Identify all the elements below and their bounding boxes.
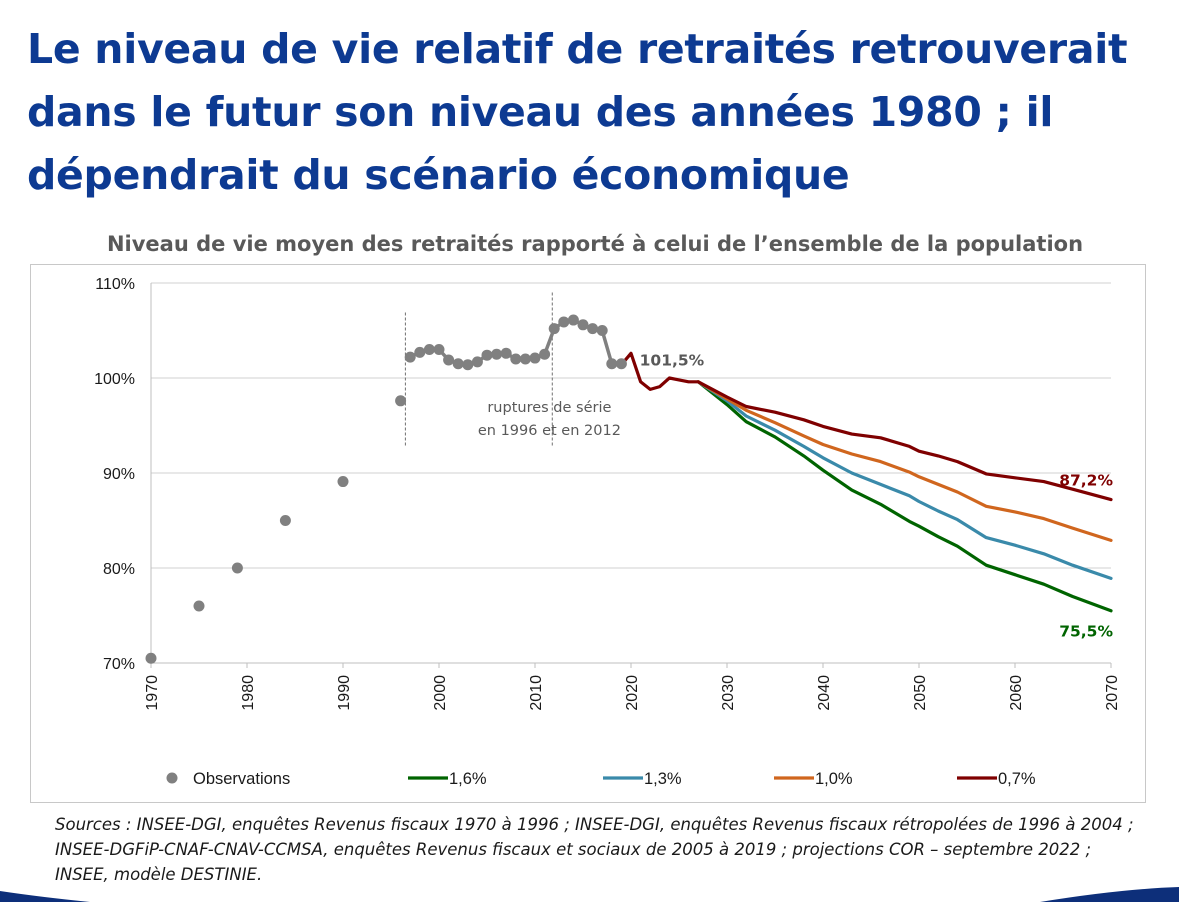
legend-label-1,3%: 1,3% [644,770,682,788]
observation-points [145,314,627,664]
observation-point [423,344,435,355]
observation-point [337,476,349,488]
x-tick-label: 2030 [720,675,737,711]
observation-point [404,351,416,363]
observation-point [606,358,618,370]
chart-title: Niveau de vie moyen des retraités rappor… [106,232,1084,256]
y-tick-label: 100% [94,371,135,388]
observation-point [481,349,493,361]
legend-label-1,6%: 1,6% [449,770,487,788]
observation-point [519,353,531,365]
observation-point [231,562,243,574]
peak-label: 101,5% [640,352,705,370]
rupture-note-line1: ruptures de série [487,400,611,416]
legend-observations-marker [166,772,178,784]
x-tick-label: 2010 [528,675,545,711]
observation-point [452,358,464,370]
y-tick-label: 90% [103,466,135,483]
observation-point [529,352,541,364]
bottom-decoration [0,887,1179,902]
observation-point [587,323,599,335]
y-tick-labels: 70% 80% 90% 100% 110% [94,276,135,673]
observation-point [443,354,455,366]
observation-point [462,359,474,371]
end-label-low: 75,5% [1059,622,1113,640]
x-tick-label: 2020 [624,675,641,711]
observation-point [145,652,157,664]
x-tick-label: 1980 [240,675,257,711]
series-line-1,0% [696,380,1113,542]
x-tick-label: 2060 [1008,675,1025,711]
observation-point [577,319,589,331]
series-line-1,3% [696,380,1113,580]
legend-label-0,7%: 0,7% [998,770,1036,788]
legend-observations-label: Observations [193,770,290,788]
axes [150,283,1112,668]
observation-point [596,325,608,336]
observation-point [558,316,570,328]
observation-point [279,515,291,526]
observation-point [193,600,205,612]
observation-point [471,356,483,368]
x-tick-label: 2000 [432,675,449,711]
x-tick-label: 2070 [1104,675,1121,711]
x-tick-label: 2050 [912,675,929,711]
observation-point [567,314,579,326]
x-tick-label: 1990 [336,675,353,711]
observation-point [491,348,503,360]
end-label-high: 87,2% [1059,471,1113,489]
rupture-markers: ruptures de série en 1996 et en 2012 [404,292,621,446]
x-tick-labels: 1970 1980 1990 2000 2010 2020 2030 2040 2050 2060… [144,675,1121,711]
observation-point [395,395,407,407]
x-tick-label: 1970 [144,675,161,711]
sources-note: Sources : INSEE-DGI, enquêtes Revenus fi… [55,815,1134,884]
observation-point [500,347,512,359]
rupture-note-line2: en 1996 et en 2012 [478,423,621,439]
observation-point [433,344,445,355]
chart-svg: 1970 1980 1990 2000 2010 2020 2030 2040 2050 2060… [94,276,1121,788]
observation-point [414,346,426,358]
observation-point [615,358,627,370]
y-tick-label: 70% [103,656,135,673]
chart-frame: 1970 1980 1990 2000 2010 2020 2030 2040 2050 2060… [30,264,1146,803]
observation-point [548,323,560,335]
y-tick-label: 80% [103,561,135,578]
legend: Observations 1,6% 1,3% 1,0% 0,7% [166,770,1036,788]
series-line-0,7% [619,351,1113,502]
y-tick-label: 110% [95,276,135,293]
observation-point [510,353,522,365]
legend-label-1,0%: 1,0% [815,770,853,788]
x-tick-label: 2040 [816,675,833,711]
observation-point [539,348,551,360]
annotations: 101,5% 87,2% 75,5% [640,352,1114,641]
gridlines [151,282,1111,664]
slide-title: Le niveau de vie relatif de retraités re… [27,25,1128,199]
series-line-1,6% [696,380,1113,613]
scenario-lines [619,351,1113,613]
